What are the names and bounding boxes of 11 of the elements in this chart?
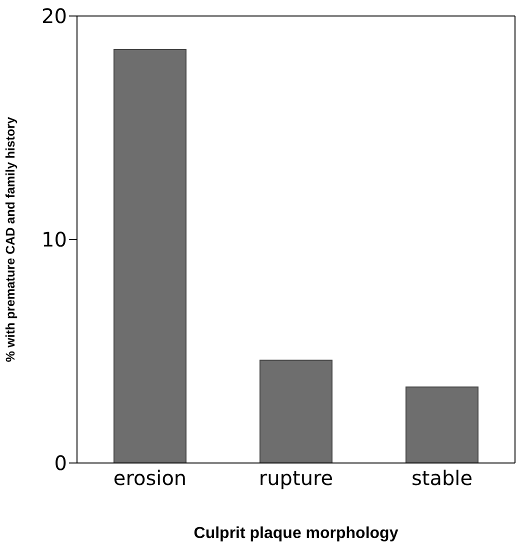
x-tick-label: erosion bbox=[113, 466, 187, 490]
x-tick-label: rupture bbox=[258, 466, 334, 490]
x-axis-title: Culprit plaque morphology bbox=[194, 525, 398, 542]
x-tick-label: stable bbox=[411, 466, 473, 490]
bar bbox=[260, 360, 332, 463]
bar bbox=[114, 49, 186, 463]
y-tick-label: 10 bbox=[42, 228, 67, 252]
y-axis-title: % with premature CAD and family history bbox=[3, 116, 18, 362]
y-tick-label: 20 bbox=[42, 4, 67, 28]
bar bbox=[406, 386, 478, 463]
y-tick-label: 0 bbox=[54, 451, 67, 476]
